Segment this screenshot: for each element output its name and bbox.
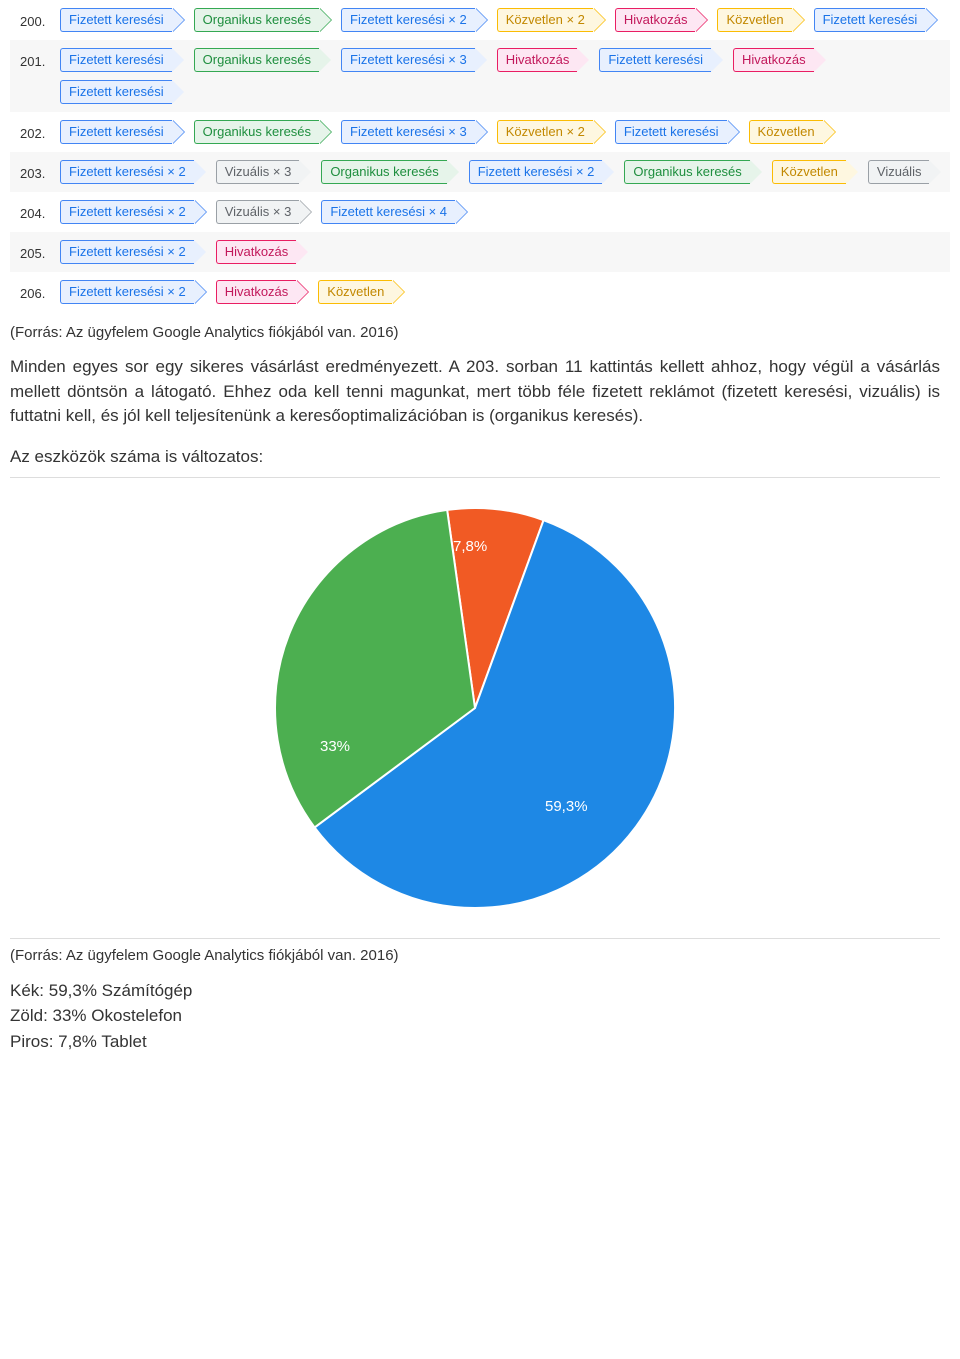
legend-line: Piros: 7,8% Tablet (10, 1029, 950, 1055)
path-tag: Fizetett keresési × 2 (60, 280, 194, 304)
legend-line: Zöld: 33% Okostelefon (10, 1003, 950, 1029)
table-row: 202.Fizetett keresésiOrganikus keresésFi… (10, 112, 950, 152)
path-tag: Fizetett keresési (60, 8, 172, 32)
path-tag: Fizetett keresési × 4 (321, 200, 455, 224)
path-tag: Organikus keresés (194, 120, 319, 144)
path-tag: Fizetett keresési × 3 (341, 120, 475, 144)
path-tag: Hivatkozás (497, 48, 578, 72)
path-tags: Fizetett keresési × 2 Hivatkozás (60, 240, 308, 264)
path-tag: Fizetett keresési × 2 (60, 240, 194, 264)
divider-top (10, 477, 940, 478)
path-tag: Közvetlen (717, 8, 791, 32)
path-tag: Fizetett keresési (599, 48, 711, 72)
source-note-2: (Forrás: Az ügyfelem Google Analytics fi… (10, 947, 940, 964)
path-tag: Fizetett keresési (60, 80, 172, 104)
path-tags: Fizetett keresési Organikus keresés Fizete… (60, 8, 937, 32)
row-number: 206. (10, 280, 60, 301)
path-tag: Közvetlen × 2 (497, 8, 593, 32)
path-tags: Fizetett keresési × 2 Vizuális × 3 Fizetet… (60, 200, 467, 224)
row-number: 205. (10, 240, 60, 261)
table-row: 201.Fizetett keresésiOrganikus keresésFi… (10, 40, 950, 112)
pie-legend: Kék: 59,3% SzámítógépZöld: 33% Okostelef… (0, 978, 960, 1075)
table-row: 200.Fizetett keresésiOrganikus keresésFi… (10, 0, 950, 40)
path-tag: Fizetett keresési × 2 (341, 8, 475, 32)
path-tag: Közvetlen (772, 160, 846, 184)
table-row: 203.Fizetett keresési × 2Vizuális × 3Org… (10, 152, 950, 192)
row-number: 201. (10, 48, 60, 69)
path-tag: Organikus keresés (194, 8, 319, 32)
row-number: 204. (10, 200, 60, 221)
path-tags: Fizetett keresési × 2 Hivatkozás Közvetlen (60, 280, 404, 304)
table-row: 205.Fizetett keresési × 2 Hivatkozás (10, 232, 950, 272)
path-tag: Közvetlen (749, 120, 823, 144)
legend-line: Kék: 59,3% Számítógép (10, 978, 950, 1004)
path-tag: Hivatkozás (216, 240, 297, 264)
path-tag: Fizetett keresési (615, 120, 727, 144)
row-number: 203. (10, 160, 60, 181)
path-tag: Fizetett keresési × 2 (469, 160, 603, 184)
pie-slice-label: 7,8% (453, 538, 487, 555)
path-tag: Organikus keresés (194, 48, 319, 72)
divider-bottom (10, 938, 940, 939)
path-tag: Hivatkozás (733, 48, 814, 72)
conversion-path-table: 200.Fizetett keresésiOrganikus keresésFi… (0, 0, 960, 312)
path-tag: Organikus keresés (624, 160, 749, 184)
path-tags: Fizetett keresési Organikus keresés Fizete… (60, 48, 950, 104)
table-row: 206.Fizetett keresési × 2 Hivatkozás Közve… (10, 272, 950, 312)
row-number: 202. (10, 120, 60, 141)
path-tag: Fizetett keresési × 2 (60, 160, 194, 184)
path-tag: Közvetlen × 2 (497, 120, 593, 144)
path-tags: Fizetett keresési × 2 Vizuális × 3 Organik… (60, 160, 941, 184)
path-tag: Vizuális (868, 160, 930, 184)
path-tag: Fizetett keresési (60, 120, 172, 144)
paragraph-1: Minden egyes sor egy sikeres vásárlást e… (10, 355, 940, 429)
path-tags: Fizetett keresési Organikus keresés Fizete… (60, 120, 835, 144)
path-tag: Fizetett keresési × 2 (60, 200, 194, 224)
path-tag: Vizuális × 3 (216, 160, 300, 184)
path-tag: Hivatkozás (216, 280, 297, 304)
source-note-1: (Forrás: Az ügyfelem Google Analytics fi… (10, 324, 940, 341)
pie-chart-devices: 7,8% 59,3% 33% (215, 488, 735, 928)
subhead: Az eszközök száma is változatos: (10, 447, 940, 467)
path-tag: Fizetett keresési (814, 8, 926, 32)
path-tag: Organikus keresés (321, 160, 446, 184)
pie-slice-label: 59,3% (545, 798, 588, 815)
path-tag: Hivatkozás (615, 8, 696, 32)
path-tag: Fizetett keresési × 3 (341, 48, 475, 72)
path-tag: Közvetlen (318, 280, 392, 304)
pie-slice-label: 33% (320, 738, 350, 755)
table-row: 204.Fizetett keresési × 2Vizuális × 3Fiz… (10, 192, 950, 232)
path-tag: Fizetett keresési (60, 48, 172, 72)
row-number: 200. (10, 8, 60, 29)
path-tag: Vizuális × 3 (216, 200, 300, 224)
